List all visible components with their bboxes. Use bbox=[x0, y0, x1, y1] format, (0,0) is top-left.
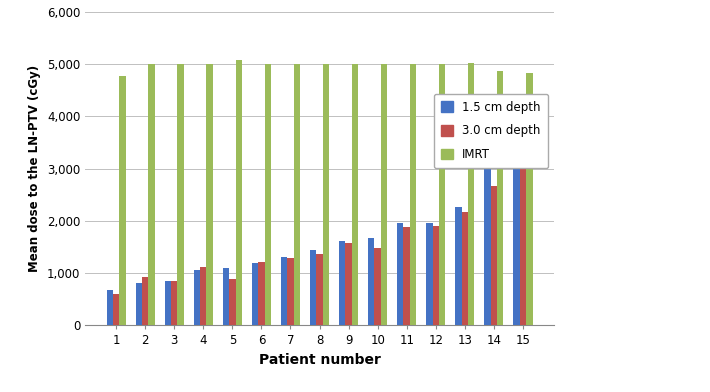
Bar bbox=[229, 279, 236, 325]
Bar bbox=[171, 281, 178, 325]
Bar bbox=[258, 262, 265, 325]
Bar bbox=[165, 281, 171, 325]
Bar bbox=[316, 254, 323, 325]
Bar bbox=[491, 186, 497, 325]
Bar bbox=[178, 64, 184, 325]
Bar bbox=[194, 270, 200, 325]
Bar bbox=[484, 169, 491, 325]
Bar bbox=[439, 64, 445, 325]
Bar bbox=[497, 71, 503, 325]
Bar bbox=[468, 63, 474, 325]
Bar bbox=[351, 64, 358, 325]
Bar bbox=[148, 64, 155, 325]
Bar bbox=[526, 73, 532, 325]
Bar bbox=[136, 283, 142, 325]
Bar bbox=[426, 223, 432, 325]
Bar bbox=[236, 60, 242, 325]
Bar bbox=[455, 207, 462, 325]
Bar bbox=[462, 212, 468, 325]
Bar bbox=[223, 268, 229, 325]
Bar bbox=[265, 64, 271, 325]
Bar bbox=[310, 250, 316, 325]
Bar bbox=[119, 76, 126, 325]
Bar bbox=[513, 148, 520, 325]
Bar bbox=[113, 294, 119, 325]
Bar bbox=[368, 238, 374, 325]
Legend: 1.5 cm depth, 3.0 cm depth, IMRT: 1.5 cm depth, 3.0 cm depth, IMRT bbox=[434, 94, 548, 168]
Bar bbox=[374, 248, 381, 325]
Bar bbox=[106, 290, 113, 325]
Bar bbox=[142, 277, 148, 325]
Bar bbox=[288, 258, 294, 325]
Bar bbox=[281, 258, 288, 325]
Bar bbox=[294, 64, 300, 325]
Bar bbox=[252, 263, 258, 325]
Bar bbox=[403, 227, 410, 325]
Bar bbox=[381, 64, 387, 325]
Bar bbox=[339, 241, 345, 325]
Bar bbox=[520, 151, 526, 325]
X-axis label: Patient number: Patient number bbox=[258, 353, 381, 367]
Bar bbox=[207, 64, 213, 325]
Y-axis label: Mean dose to the LN-PTV (cGy): Mean dose to the LN-PTV (cGy) bbox=[28, 65, 41, 272]
Bar bbox=[432, 226, 439, 325]
Bar bbox=[397, 223, 403, 325]
Bar bbox=[200, 267, 207, 325]
Bar bbox=[345, 243, 351, 325]
Bar bbox=[410, 64, 416, 325]
Bar bbox=[323, 64, 329, 325]
